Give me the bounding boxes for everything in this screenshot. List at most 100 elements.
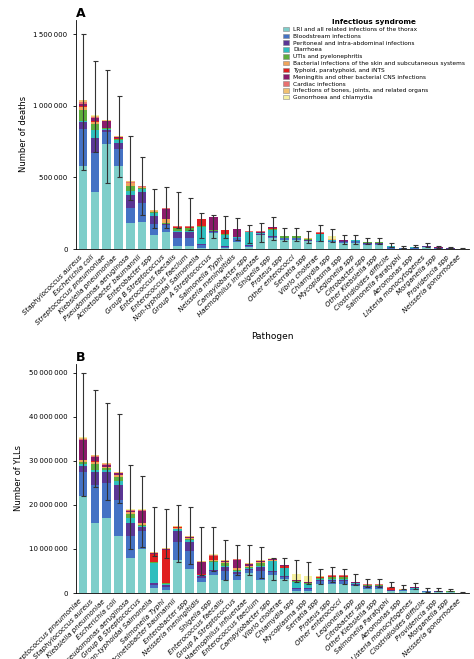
Bar <box>185 569 194 593</box>
Text: B: B <box>76 351 85 364</box>
Bar <box>316 578 324 579</box>
Bar <box>173 531 182 542</box>
Bar <box>328 580 336 581</box>
Bar <box>150 562 158 563</box>
Bar <box>138 526 146 527</box>
Bar <box>209 217 218 230</box>
Bar <box>150 583 158 585</box>
Bar <box>126 186 135 191</box>
Bar <box>162 587 170 590</box>
Bar <box>150 588 158 593</box>
Bar <box>185 539 194 540</box>
Bar <box>280 568 289 576</box>
Bar <box>292 237 301 238</box>
Bar <box>102 132 111 144</box>
Bar <box>292 588 301 589</box>
Bar <box>387 590 395 591</box>
Bar <box>126 519 135 523</box>
Bar <box>197 578 206 582</box>
Bar <box>79 103 87 106</box>
Bar <box>79 100 87 101</box>
Bar <box>422 247 431 249</box>
Bar <box>173 560 182 593</box>
Bar <box>126 536 135 558</box>
Bar <box>197 248 206 249</box>
Bar <box>102 470 111 472</box>
Bar <box>114 536 123 593</box>
Bar <box>316 581 324 585</box>
Bar <box>209 232 218 233</box>
Bar <box>375 588 383 593</box>
Bar <box>221 562 229 563</box>
Bar <box>185 538 194 539</box>
Bar <box>126 514 135 519</box>
Bar <box>339 579 348 580</box>
Bar <box>138 202 146 222</box>
Bar <box>351 584 360 585</box>
Bar <box>138 511 146 523</box>
Bar <box>102 464 111 465</box>
Bar <box>304 591 312 593</box>
Bar <box>114 137 123 138</box>
Bar <box>268 573 277 575</box>
Bar <box>79 438 87 439</box>
Bar <box>150 553 158 554</box>
Bar <box>150 216 158 224</box>
Bar <box>375 244 383 249</box>
Bar <box>197 219 206 226</box>
Bar <box>268 575 277 593</box>
Bar <box>328 236 336 239</box>
Bar <box>114 150 123 166</box>
Bar <box>114 476 123 481</box>
Bar <box>138 525 146 526</box>
Bar <box>233 568 241 570</box>
Bar <box>91 523 99 593</box>
Bar <box>185 232 194 238</box>
Bar <box>138 549 146 593</box>
Bar <box>422 592 431 593</box>
Bar <box>114 500 123 536</box>
Bar <box>351 243 360 249</box>
Bar <box>91 192 99 249</box>
Y-axis label: Number of YLLs: Number of YLLs <box>14 445 23 511</box>
Bar <box>197 582 206 593</box>
Bar <box>292 582 301 588</box>
Bar <box>114 142 123 150</box>
Bar <box>102 467 111 468</box>
Bar <box>292 240 301 249</box>
Bar <box>162 550 170 583</box>
Bar <box>91 457 99 461</box>
Bar <box>280 577 289 579</box>
Bar <box>292 581 301 582</box>
Bar <box>268 237 277 238</box>
Bar <box>173 228 182 231</box>
Bar <box>173 238 182 246</box>
Bar <box>233 572 241 574</box>
Bar <box>102 468 111 470</box>
Bar <box>245 569 253 570</box>
Bar <box>79 440 87 460</box>
Bar <box>351 587 360 593</box>
Bar <box>126 558 135 593</box>
Bar <box>221 248 229 249</box>
Bar <box>91 472 99 485</box>
Bar <box>245 232 253 245</box>
Bar <box>79 462 87 464</box>
Bar <box>102 483 111 518</box>
Bar <box>102 144 111 249</box>
Bar <box>351 585 360 587</box>
Bar <box>351 241 360 243</box>
Bar <box>304 588 312 589</box>
Bar <box>79 121 87 122</box>
Bar <box>209 571 218 575</box>
Bar <box>126 208 135 223</box>
Bar <box>280 240 289 249</box>
Bar <box>173 246 182 249</box>
Bar <box>162 549 170 550</box>
Bar <box>185 540 194 542</box>
Bar <box>114 485 123 500</box>
Bar <box>91 115 99 117</box>
Legend: LRI and all related infections of the thorax, Bloodstream infections, Peritoneal: LRI and all related infections of the th… <box>282 18 466 101</box>
Bar <box>138 192 146 202</box>
Bar <box>138 189 146 192</box>
